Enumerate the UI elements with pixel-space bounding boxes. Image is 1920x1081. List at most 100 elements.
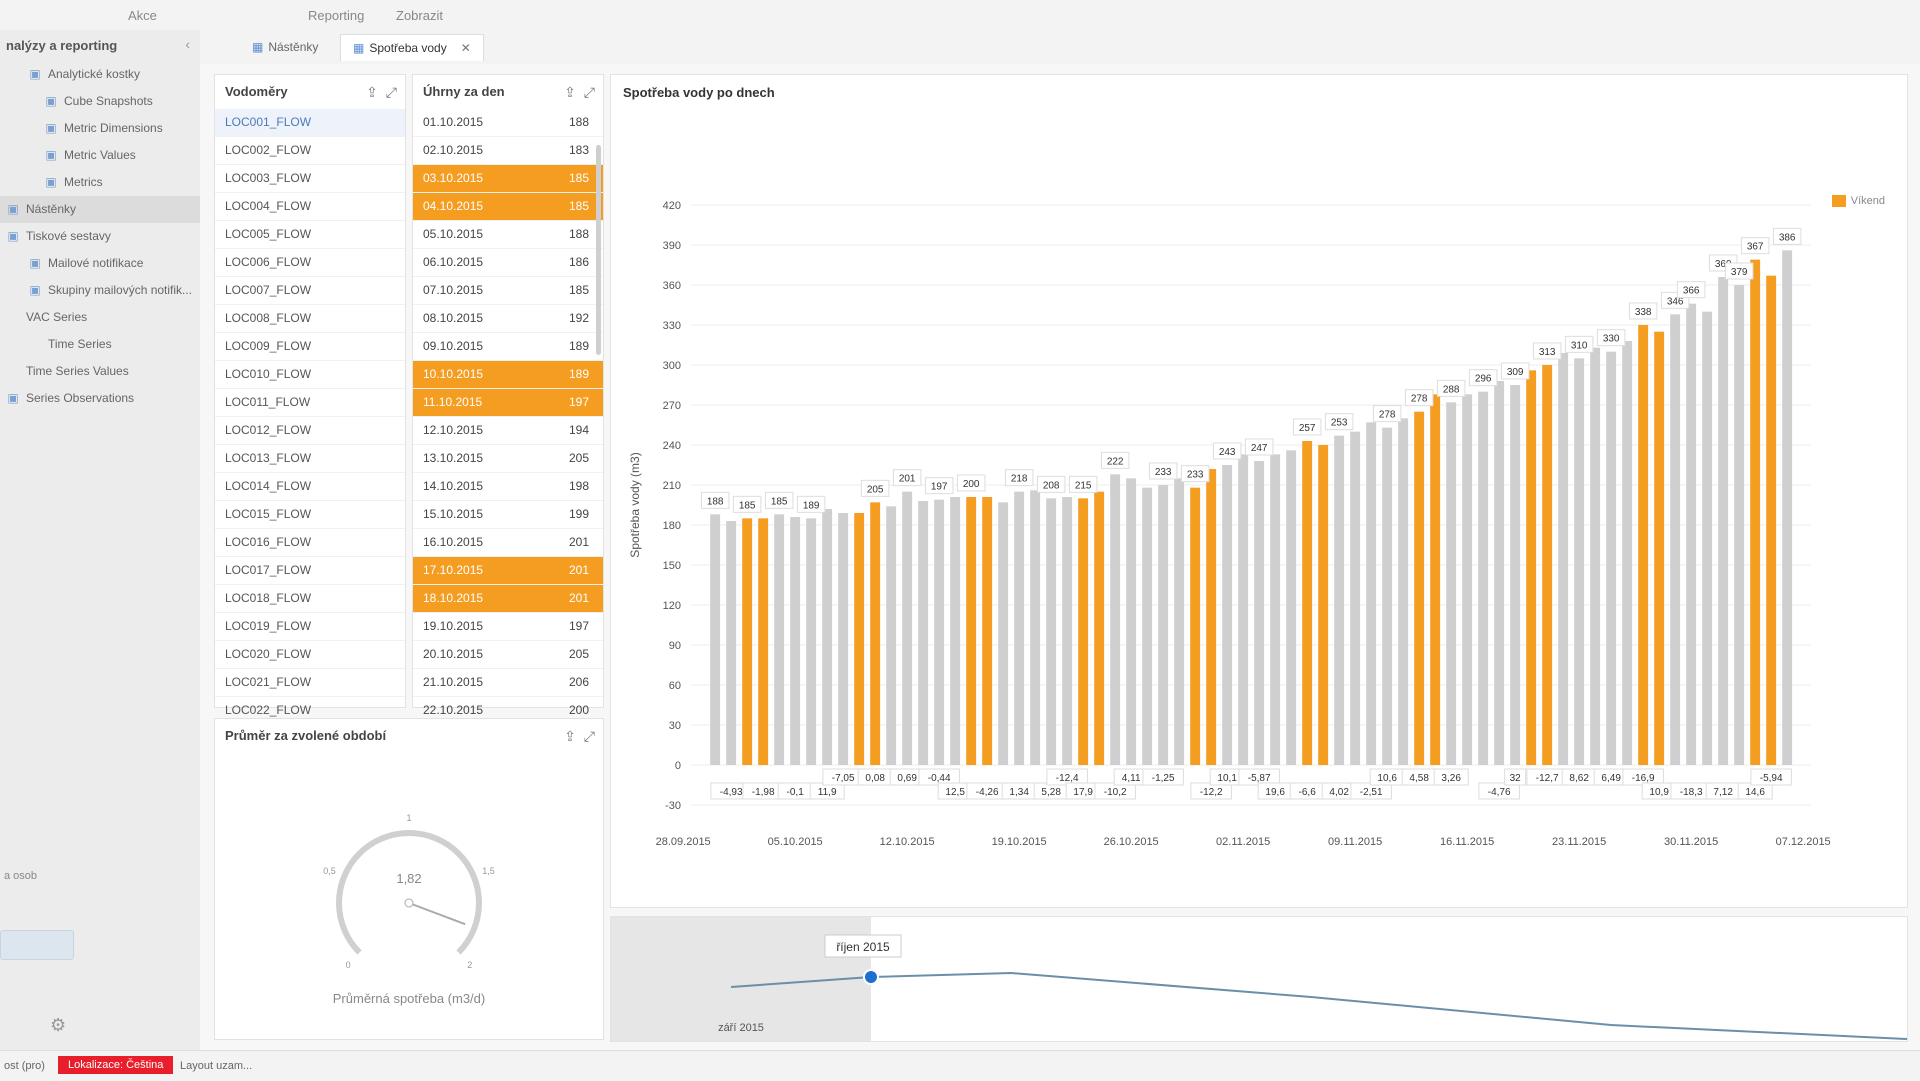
table-row[interactable]: 11.10.2015 197 (413, 389, 603, 417)
sidebar-item[interactable]: Time Series (0, 331, 200, 358)
chart-bar[interactable] (790, 517, 801, 765)
sidebar-item[interactable]: ▣ Metric Values (0, 142, 200, 169)
sidebar-item[interactable]: ▣ Analytické kostky (0, 61, 200, 88)
chart-bar[interactable] (1190, 487, 1201, 765)
chart-bar[interactable] (1622, 341, 1633, 765)
meter-list-item[interactable]: LOC013_FLOW (215, 445, 405, 473)
chart-bar[interactable] (1558, 353, 1569, 765)
range-handle[interactable] (863, 969, 879, 985)
sidebar-item[interactable]: ▣ Tiskové sestavy (0, 223, 200, 250)
sidebar-item[interactable]: ▣ Mailové notifikace (0, 250, 200, 277)
sidebar-item[interactable]: ▣ Cube Snapshots (0, 88, 200, 115)
chart-bar[interactable] (1766, 275, 1777, 765)
chart-bar[interactable] (1414, 411, 1425, 765)
export-icon[interactable]: ⇪ (366, 84, 378, 100)
meter-list-item[interactable]: LOC020_FLOW (215, 641, 405, 669)
meter-list-item[interactable]: LOC011_FLOW (215, 389, 405, 417)
export-icon[interactable]: ⇪ (564, 84, 576, 100)
table-row[interactable]: 09.10.2015 189 (413, 333, 603, 361)
gear-icon[interactable]: ⚙ (50, 1015, 67, 1035)
chart-bar[interactable] (1526, 370, 1537, 765)
chart-bar[interactable] (758, 518, 769, 765)
table-row[interactable]: 19.10.2015 197 (413, 613, 603, 641)
sidebar-item[interactable]: Time Series Values (0, 358, 200, 385)
chart-bar[interactable] (774, 514, 785, 765)
meter-list-item[interactable]: LOC014_FLOW (215, 473, 405, 501)
localization-status[interactable]: Lokalizace: Čeština (58, 1056, 174, 1074)
chart-bar[interactable] (1542, 365, 1553, 765)
chart-bar[interactable] (1206, 469, 1217, 765)
chart-bar[interactable] (854, 513, 865, 765)
chart-bar[interactable] (1350, 431, 1361, 765)
meter-list-item[interactable]: LOC004_FLOW (215, 193, 405, 221)
chart-bar[interactable] (1750, 259, 1761, 765)
chart-bar[interactable] (838, 513, 849, 765)
chart-bar[interactable] (1238, 454, 1249, 765)
chart-bar[interactable] (710, 514, 721, 765)
meter-list-item[interactable]: LOC015_FLOW (215, 501, 405, 529)
meter-list-item[interactable]: LOC002_FLOW (215, 137, 405, 165)
chart-bar[interactable] (1462, 394, 1473, 765)
meter-list-item[interactable]: LOC010_FLOW (215, 361, 405, 389)
close-icon[interactable]: ✕ (460, 41, 471, 55)
meter-list-item[interactable]: LOC017_FLOW (215, 557, 405, 585)
chart-bar[interactable] (1734, 285, 1745, 765)
chart-bar[interactable] (1478, 391, 1489, 765)
chart-bar[interactable] (1174, 478, 1185, 765)
meter-list-item[interactable]: LOC005_FLOW (215, 221, 405, 249)
chart-bar[interactable] (1510, 385, 1521, 765)
chart-bar[interactable] (982, 497, 993, 765)
chart-bar[interactable] (1094, 491, 1105, 765)
chart-bar[interactable] (1686, 303, 1697, 765)
chart-bar[interactable] (998, 502, 1009, 765)
table-row[interactable]: 20.10.2015 205 (413, 641, 603, 669)
scrollbar[interactable] (596, 145, 601, 355)
meter-list-item[interactable]: LOC006_FLOW (215, 249, 405, 277)
menu-zobrazit[interactable]: Zobrazit (396, 8, 443, 23)
table-row[interactable]: 02.10.2015 183 (413, 137, 603, 165)
meter-list-item[interactable]: LOC009_FLOW (215, 333, 405, 361)
chart-bar[interactable] (1158, 485, 1169, 765)
expand-icon[interactable]: ⤢ (583, 728, 595, 744)
table-row[interactable]: 04.10.2015 185 (413, 193, 603, 221)
meter-list-item[interactable]: LOC019_FLOW (215, 613, 405, 641)
expand-icon[interactable]: ⤢ (583, 84, 595, 100)
table-row[interactable]: 01.10.2015 188 (413, 109, 603, 137)
chart-bar[interactable] (1398, 418, 1409, 765)
tab-nastenky[interactable]: ▦ Nástěnky (240, 34, 330, 60)
chart-bar[interactable] (1254, 461, 1265, 765)
meter-list-item[interactable]: LOC012_FLOW (215, 417, 405, 445)
table-row[interactable]: 07.10.2015 185 (413, 277, 603, 305)
chart-bar[interactable] (822, 509, 833, 765)
table-row[interactable]: 08.10.2015 192 (413, 305, 603, 333)
chart-bar[interactable] (918, 501, 929, 765)
export-icon[interactable]: ⇪ (564, 728, 576, 744)
meter-list-item[interactable]: LOC007_FLOW (215, 277, 405, 305)
chart-bar[interactable] (902, 491, 913, 765)
table-row[interactable]: 14.10.2015 198 (413, 473, 603, 501)
chart-bar[interactable] (886, 506, 897, 765)
chart-bar[interactable] (1142, 487, 1153, 765)
chart-bar[interactable] (1494, 381, 1505, 765)
table-row[interactable]: 05.10.2015 188 (413, 221, 603, 249)
table-row[interactable]: 13.10.2015 205 (413, 445, 603, 473)
chart-bar[interactable] (1062, 497, 1073, 765)
meter-list-item[interactable]: LOC018_FLOW (215, 585, 405, 613)
chart-bar[interactable] (1430, 394, 1441, 765)
sidebar-item[interactable]: ▣ Nástěnky (0, 196, 200, 223)
chart-bar[interactable] (1046, 498, 1057, 765)
table-row[interactable]: 12.10.2015 194 (413, 417, 603, 445)
chart-bar[interactable] (1382, 427, 1393, 765)
chart-bar[interactable] (1446, 402, 1457, 765)
sidebar-item[interactable]: ▣ Metric Dimensions (0, 115, 200, 142)
tab-spotreba-vody[interactable]: ▦ Spotřeba vody ✕ (340, 34, 484, 61)
table-row[interactable]: 21.10.2015 206 (413, 669, 603, 697)
chart-bar[interactable] (1590, 347, 1601, 765)
sidebar-item[interactable]: VAC Series (0, 304, 200, 331)
chart-bar[interactable] (1638, 325, 1649, 765)
sidebar-item[interactable]: ▣ Metrics (0, 169, 200, 196)
meter-list-item[interactable]: LOC021_FLOW (215, 669, 405, 697)
table-row[interactable]: 17.10.2015 201 (413, 557, 603, 585)
chart-bar[interactable] (726, 521, 737, 765)
chart-bar[interactable] (1334, 435, 1345, 765)
